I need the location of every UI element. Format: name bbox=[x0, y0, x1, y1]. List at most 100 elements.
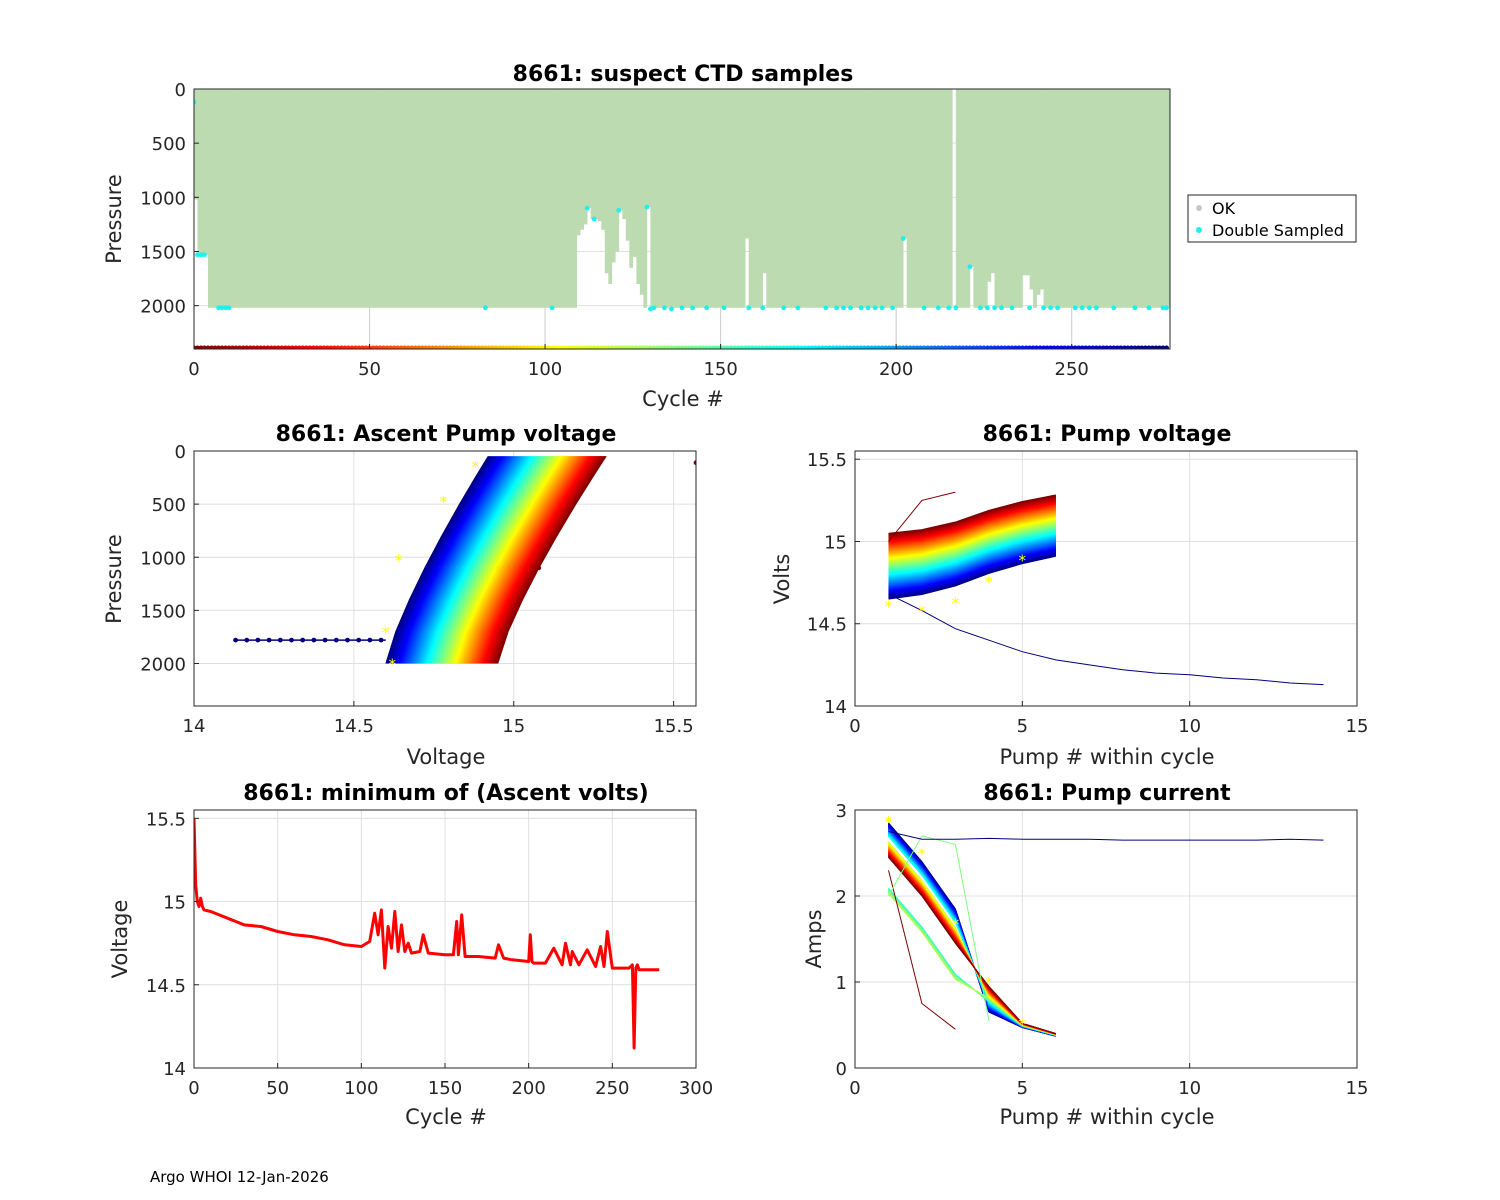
ok-profile bbox=[969, 89, 974, 267]
ok-profile bbox=[868, 89, 872, 308]
ascent-outlier-point bbox=[333, 637, 339, 643]
ok-profile bbox=[780, 89, 785, 308]
minv-xtick-label: 0 bbox=[188, 1078, 199, 1099]
ok-profile bbox=[538, 89, 542, 308]
ok-profile bbox=[524, 89, 528, 308]
double-sampled-point bbox=[823, 305, 829, 311]
ascent-outlier-point bbox=[266, 637, 272, 643]
ok-profile bbox=[1096, 89, 1101, 308]
pumpc-xlabel: Pump # within cycle bbox=[1000, 1105, 1215, 1129]
ok-profile bbox=[288, 89, 293, 308]
ok-profile bbox=[306, 89, 311, 308]
minv-ylabel: Voltage bbox=[108, 900, 132, 979]
double-sampled-point bbox=[848, 305, 853, 311]
pumpc-cycle-line bbox=[888, 857, 1056, 1035]
pumpc-star-marker: * bbox=[918, 845, 926, 863]
ok-profile bbox=[653, 89, 658, 308]
double-sampled-point bbox=[651, 305, 657, 311]
pumpc-star-marker: * bbox=[1019, 1015, 1027, 1033]
ok-profile bbox=[520, 89, 525, 308]
ok-profile bbox=[450, 89, 455, 308]
suspect-ytick-label: 0 bbox=[175, 80, 186, 101]
suspect-xlabel: Cycle # bbox=[642, 387, 724, 411]
ok-profile bbox=[850, 89, 855, 308]
ascent-outlier-point bbox=[300, 637, 306, 643]
double-sampled-point bbox=[992, 305, 997, 311]
ok-profile bbox=[731, 89, 735, 308]
ok-profile bbox=[211, 89, 216, 308]
ok-profile bbox=[931, 89, 936, 308]
double-sampled-point bbox=[198, 252, 204, 258]
ok-profile bbox=[453, 89, 458, 308]
ok-profile bbox=[432, 89, 437, 308]
suspect-ytick-label: 500 bbox=[152, 134, 186, 155]
ok-profile bbox=[341, 89, 346, 308]
ok-profile bbox=[362, 89, 367, 308]
ok-profile bbox=[583, 89, 588, 225]
double-sampled-point bbox=[616, 207, 622, 213]
ok-profile bbox=[861, 89, 865, 308]
pumpv-cycle-line bbox=[888, 494, 1056, 534]
ok-profile bbox=[668, 89, 672, 308]
minv-title: 8661: minimum of (Ascent volts) bbox=[243, 781, 649, 806]
ok-profile bbox=[380, 89, 384, 308]
ok-profile bbox=[513, 89, 518, 308]
double-sampled-point bbox=[865, 305, 871, 311]
ok-profile bbox=[418, 89, 423, 308]
ok-profile bbox=[359, 89, 363, 308]
ok-profile bbox=[776, 89, 781, 308]
ok-profile bbox=[766, 89, 771, 308]
ok-profile bbox=[225, 89, 230, 308]
double-sampled-point bbox=[549, 305, 555, 311]
ok-profile bbox=[847, 89, 851, 308]
ok-profile bbox=[594, 89, 598, 219]
ok-profile bbox=[1110, 89, 1115, 308]
ok-profile bbox=[506, 89, 511, 308]
ok-profile bbox=[987, 89, 992, 282]
ok-profile bbox=[713, 89, 718, 308]
ok-profile bbox=[840, 89, 844, 308]
ok-profile bbox=[534, 89, 539, 308]
ok-profile bbox=[755, 89, 760, 308]
ok-profile bbox=[678, 89, 683, 308]
ok-profile bbox=[236, 89, 240, 308]
suspect-ytick-label: 1000 bbox=[140, 188, 186, 209]
ok-profile bbox=[1120, 89, 1125, 308]
pumpc-cycle-line bbox=[888, 835, 990, 1021]
ok-profile bbox=[587, 89, 591, 209]
double-sampled-point bbox=[194, 99, 197, 105]
ok-profile bbox=[271, 89, 275, 308]
ok-profile bbox=[611, 89, 616, 263]
ascent-outlier-point bbox=[378, 637, 384, 643]
ok-profile bbox=[355, 89, 360, 308]
ok-profile bbox=[787, 89, 792, 308]
ok-profile bbox=[201, 89, 205, 255]
ok-profile bbox=[1019, 89, 1023, 308]
pumpv-title: 8661: Pump voltage bbox=[983, 422, 1232, 447]
pumpv-xtick-label: 15 bbox=[1346, 716, 1369, 737]
pumpv-star-marker: * bbox=[985, 573, 993, 591]
ok-profile bbox=[299, 89, 304, 308]
minv-xtick-label: 150 bbox=[428, 1078, 462, 1099]
ok-profile bbox=[323, 89, 328, 308]
ok-profile bbox=[1078, 89, 1083, 308]
ascent-xtick-label: 14.5 bbox=[334, 716, 374, 737]
pumpv-xtick-label: 0 bbox=[849, 716, 860, 737]
ok-profile bbox=[671, 89, 676, 308]
ok-profile bbox=[1033, 89, 1037, 308]
ascent-outlier-point bbox=[233, 637, 239, 643]
ok-profile bbox=[397, 89, 402, 308]
ok-profile bbox=[436, 89, 440, 308]
double-sampled-point bbox=[591, 216, 597, 222]
ok-profile bbox=[408, 89, 412, 308]
ok-profile bbox=[983, 89, 988, 308]
pumpv-star-marker: * bbox=[918, 603, 926, 621]
ok-profile bbox=[976, 89, 981, 308]
double-sampled-point bbox=[872, 305, 878, 311]
ok-profile bbox=[910, 89, 914, 308]
ascent-outlier-point bbox=[356, 637, 362, 643]
pumpc-ytick-label: 1 bbox=[836, 973, 847, 994]
ok-profile bbox=[208, 89, 212, 308]
ok-profile bbox=[253, 89, 258, 308]
